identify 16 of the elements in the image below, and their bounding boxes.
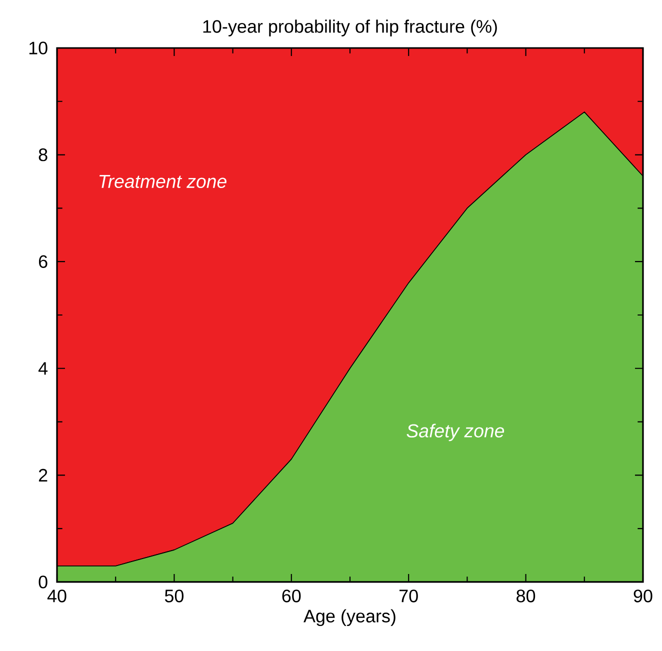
x-tick-label: 50 bbox=[164, 590, 184, 602]
y-tick-label: 8 bbox=[38, 148, 48, 162]
x-tick-label: 40 bbox=[47, 590, 66, 602]
x-tick-label: 70 bbox=[400, 590, 418, 602]
x-axis-title: Age (years) bbox=[304, 609, 396, 626]
y-tick-label: 6 bbox=[38, 255, 48, 268]
y-tick-label: 2 bbox=[38, 468, 48, 482]
y-tick-label: 4 bbox=[38, 362, 48, 375]
x-tick-label: 80 bbox=[516, 590, 536, 602]
annotation: Treatment zone bbox=[99, 174, 226, 188]
y-tick-label: 10 bbox=[29, 42, 48, 54]
x-tick-label: 90 bbox=[634, 590, 652, 602]
y-tick-label: 0 bbox=[38, 576, 48, 588]
annotation: Safety zone bbox=[406, 424, 504, 442]
chart-title: 10-year probability of hip fracture (%) bbox=[203, 20, 497, 36]
x-tick-label: 60 bbox=[282, 590, 301, 602]
